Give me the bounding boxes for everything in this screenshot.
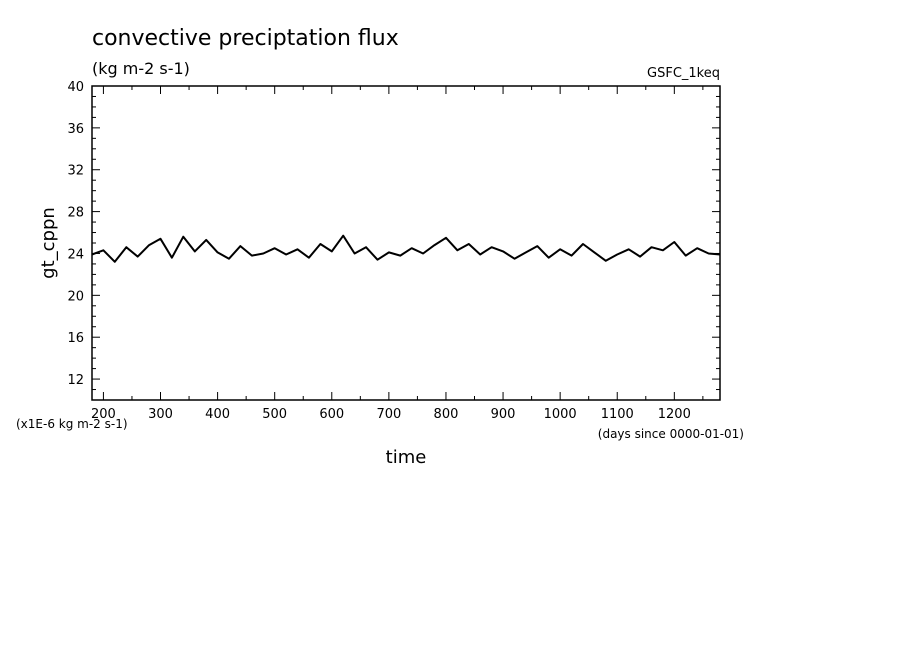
y-scale-note: (x1E-6 kg m-2 s-1) [16,417,128,431]
chart-title: convective preciptation flux [92,26,399,51]
x-tick-label: 800 [434,407,459,422]
x-tick-label: 1200 [658,407,691,422]
x-units-label: (days since 0000-01-01) [598,427,744,441]
experiment-label: GSFC_1keq [647,66,720,81]
y-tick-label: 24 [67,247,84,262]
y-tick-label: 12 [67,373,84,388]
y-tick-label: 40 [67,80,84,95]
x-tick-label: 600 [319,407,344,422]
x-axis-ticks: 200 300 400 500 600 700 800 900 1000 1100 1200 [91,86,704,422]
y-tick-label: 32 [67,164,84,179]
x-tick-label: 900 [491,407,516,422]
series-line [91,234,721,263]
x-tick-label: 700 [376,407,401,422]
x-tick-label: 1100 [601,407,634,422]
x-tick-label: 200 [91,407,116,422]
x-axis-label: time [386,447,427,468]
chart-subtitle: (kg m-2 s-1) [92,59,190,78]
x-tick-label: 1000 [544,407,577,422]
y-axis-ticks: 12 16 20 24 28 32 36 40 [67,80,720,401]
plot-frame [91,85,721,401]
y-tick-label: 36 [67,122,84,137]
y-tick-label: 20 [67,289,84,304]
x-tick-label: 300 [148,407,173,422]
x-tick-label: 400 [205,407,230,422]
y-axis-label: gt_cppn [38,207,59,279]
y-tick-label: 28 [67,206,84,221]
y-tick-label: 16 [67,331,84,346]
x-tick-label: 500 [262,407,287,422]
